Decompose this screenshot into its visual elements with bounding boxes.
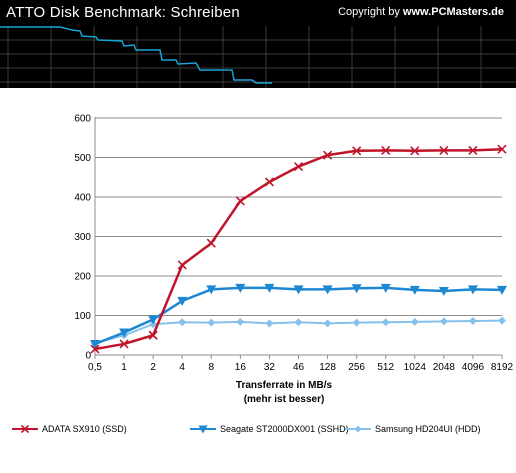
data-point xyxy=(381,318,390,327)
x-tick-label: 46 xyxy=(293,362,305,373)
copyright-site: www.PCMasters.de xyxy=(402,6,504,18)
x-tick-label: 512 xyxy=(377,362,394,373)
data-point xyxy=(351,284,362,294)
grid-lines xyxy=(95,117,502,316)
x-tick-labels: 0,5 1 2 4 8 16 32 46 128 256 512 1024 2048 4096 8192 xyxy=(88,362,514,373)
data-point xyxy=(119,339,129,349)
legend-item: Samsung HD204UI (HDD) xyxy=(345,424,481,434)
data-point xyxy=(264,283,275,293)
x-tick-label: 16 xyxy=(235,362,247,373)
header-banner: ATTO Disk Benchmark: Schreiben Copyright… xyxy=(0,0,516,88)
data-point xyxy=(235,196,245,206)
y-tick-label: 500 xyxy=(74,153,91,164)
header-copyright: Copyright by www.PCMasters.de xyxy=(338,6,504,18)
series-1 xyxy=(90,283,507,349)
x-tick-label: 2 xyxy=(150,362,156,373)
legend-label: Samsung HD204UI (HDD) xyxy=(375,424,481,434)
data-point xyxy=(410,317,419,326)
data-point xyxy=(90,339,100,349)
y-tick-label: 200 xyxy=(74,272,91,283)
data-point xyxy=(177,296,188,306)
x-tick-label: 256 xyxy=(348,362,365,373)
x-tick-label: 4 xyxy=(179,362,185,373)
data-point xyxy=(380,283,391,293)
data-point xyxy=(498,316,506,325)
data-point xyxy=(497,144,507,154)
data-point xyxy=(265,319,274,328)
x-tick-label: 32 xyxy=(264,362,276,373)
data-series xyxy=(90,144,507,354)
data-point xyxy=(177,260,187,270)
header-background-graphic xyxy=(0,26,516,88)
data-point xyxy=(148,330,158,340)
data-point xyxy=(119,328,130,338)
data-point xyxy=(352,318,361,327)
y-tick-label: 0 xyxy=(85,351,91,362)
data-point xyxy=(235,283,246,293)
data-point xyxy=(90,344,100,354)
y-tick-label: 400 xyxy=(74,193,91,204)
data-point xyxy=(410,146,420,156)
y-tick-label: 100 xyxy=(74,311,91,322)
data-point xyxy=(468,145,478,155)
data-point xyxy=(323,319,332,328)
data-point xyxy=(294,318,303,327)
x-tick-label: 1024 xyxy=(404,362,427,373)
x-tick-label: 2048 xyxy=(433,362,456,373)
axes xyxy=(94,117,503,359)
legend-swatch-marker xyxy=(354,425,362,433)
y-tick-label: 600 xyxy=(74,114,91,125)
data-point xyxy=(439,317,448,326)
data-point xyxy=(467,285,478,295)
legend-label: Seagate ST2000DX001 (SSHD) xyxy=(220,424,349,434)
y-tick-labels: 0 100 200 300 400 500 600 xyxy=(74,114,91,362)
data-point xyxy=(438,287,449,297)
series-0 xyxy=(90,144,507,354)
x-tick-label: 1 xyxy=(121,362,127,373)
line-chart: 0 100 200 300 400 500 600 0,5 1 2 4 8 16 32 46 128 256 5… xyxy=(12,114,514,434)
data-point xyxy=(381,145,391,155)
x-axis-title: Transferrate in MB/s xyxy=(236,380,333,391)
x-tick-label: 8192 xyxy=(491,362,514,373)
data-point xyxy=(409,285,420,295)
y-tick-label: 300 xyxy=(74,232,91,243)
x-tick-label: 128 xyxy=(319,362,336,373)
data-point xyxy=(264,177,274,187)
data-point xyxy=(236,317,245,326)
data-point xyxy=(293,162,304,172)
data-point xyxy=(207,318,216,327)
header-title: ATTO Disk Benchmark: Schreiben xyxy=(6,4,240,21)
data-point xyxy=(293,285,304,295)
x-axis-subtitle: (mehr ist besser) xyxy=(244,394,325,405)
legend-item: Seagate ST2000DX001 (SSHD) xyxy=(190,424,349,434)
data-point xyxy=(323,150,333,160)
legend-swatch-marker xyxy=(20,424,30,434)
x-tick-label: 0,5 xyxy=(88,362,102,373)
series-2 xyxy=(91,316,506,348)
legend-item: ADATA SX910 (SSD) xyxy=(12,424,127,434)
data-point xyxy=(178,318,187,327)
legend: ADATA SX910 (SSD) Seagate ST2000DX001 (SS… xyxy=(12,424,481,434)
data-point xyxy=(206,285,217,295)
data-point xyxy=(352,146,362,156)
data-point xyxy=(439,145,449,155)
data-point xyxy=(468,317,477,326)
copyright-prefix: Copyright by xyxy=(338,6,400,18)
x-tick-label: 4096 xyxy=(462,362,485,373)
legend-label: ADATA SX910 (SSD) xyxy=(42,424,127,434)
data-point xyxy=(206,238,216,248)
x-tick-label: 8 xyxy=(209,362,215,373)
legend-swatch-marker xyxy=(198,425,208,434)
data-point xyxy=(148,315,159,325)
data-point xyxy=(322,285,333,295)
data-point xyxy=(497,285,507,295)
